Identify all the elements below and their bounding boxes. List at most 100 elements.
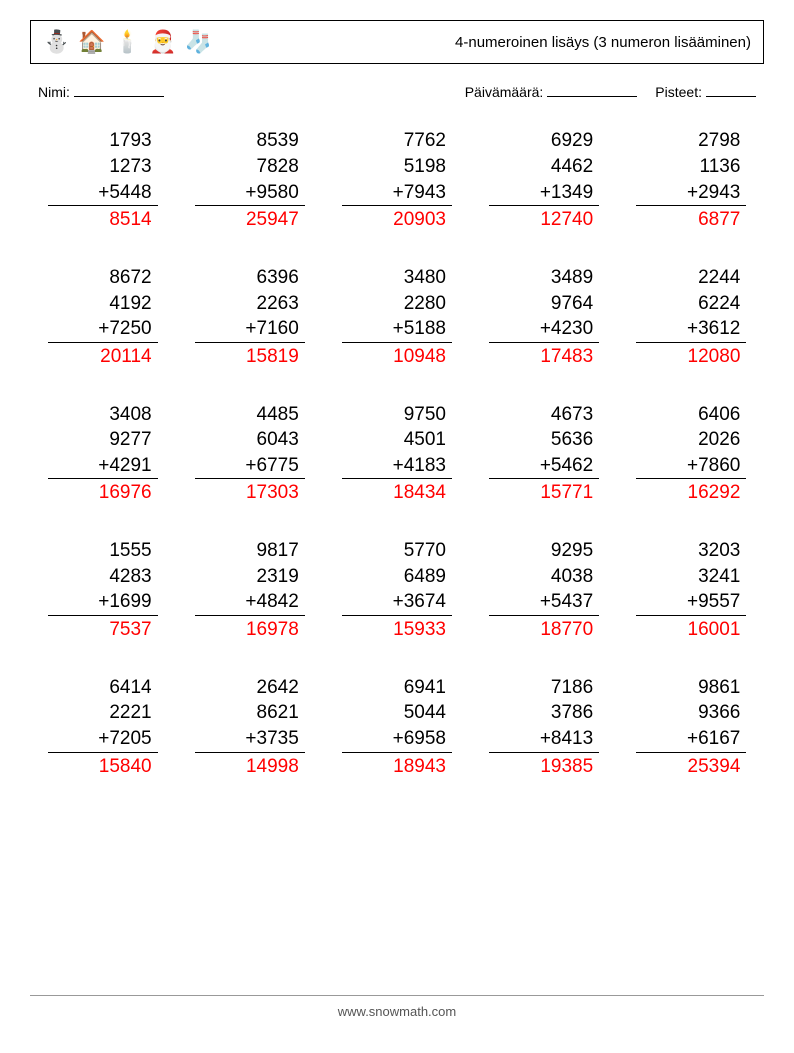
addend-3: +3612 — [636, 316, 746, 343]
problem: 64062026+786016292 — [636, 402, 746, 507]
addend-1: 6929 — [489, 128, 599, 154]
addend-2: 5044 — [342, 700, 452, 726]
addend-1: 2642 — [195, 675, 305, 701]
addend-1: 3203 — [636, 538, 746, 564]
addend-3: +5188 — [342, 316, 452, 343]
problem: 46735636+546215771 — [489, 402, 599, 507]
addend-3: +6958 — [342, 726, 452, 753]
problem: 98172319+484216978 — [195, 538, 305, 643]
score-blank[interactable] — [706, 82, 756, 97]
answer: 8514 — [48, 206, 158, 233]
addend-2: 2280 — [342, 291, 452, 317]
addend-3: +4183 — [342, 453, 452, 480]
answer: 25947 — [195, 206, 305, 233]
problem: 34802280+518810948 — [342, 265, 452, 370]
addend-2: 2263 — [195, 291, 305, 317]
addend-1: 7762 — [342, 128, 452, 154]
answer: 15933 — [342, 616, 452, 643]
addend-3: +9580 — [195, 180, 305, 207]
answer: 10948 — [342, 343, 452, 370]
addend-2: 4501 — [342, 427, 452, 453]
addend-1: 6396 — [195, 265, 305, 291]
problem: 86724192+725020114 — [48, 265, 158, 370]
addend-2: 2221 — [48, 700, 158, 726]
score-label: Pisteet: — [655, 84, 702, 100]
answer: 18943 — [342, 753, 452, 780]
addend-2: 4283 — [48, 564, 158, 590]
addend-3: +8413 — [489, 726, 599, 753]
problem: 22446224+361212080 — [636, 265, 746, 370]
addend-3: +6167 — [636, 726, 746, 753]
addend-2: 1273 — [48, 154, 158, 180]
header-icons: ⛄ 🏠 🕯️ 🎅 🧦 — [43, 29, 212, 55]
addend-1: 6414 — [48, 675, 158, 701]
addend-3: +4291 — [48, 453, 158, 480]
answer: 12740 — [489, 206, 599, 233]
addend-2: 8621 — [195, 700, 305, 726]
answer: 25394 — [636, 753, 746, 780]
problem: 15554283+16997537 — [48, 538, 158, 643]
addend-1: 9817 — [195, 538, 305, 564]
answer: 14998 — [195, 753, 305, 780]
addend-1: 6406 — [636, 402, 746, 428]
addend-3: +2943 — [636, 180, 746, 207]
addend-2: 3786 — [489, 700, 599, 726]
addend-3: +3674 — [342, 589, 452, 616]
answer: 16978 — [195, 616, 305, 643]
problem: 69294462+134912740 — [489, 128, 599, 233]
answer: 7537 — [48, 616, 158, 643]
addend-2: 6043 — [195, 427, 305, 453]
addend-2: 3241 — [636, 564, 746, 590]
addend-3: +1699 — [48, 589, 158, 616]
name-blank[interactable] — [74, 82, 164, 97]
addend-3: +4842 — [195, 589, 305, 616]
addend-1: 4485 — [195, 402, 305, 428]
addend-1: 9295 — [489, 538, 599, 564]
answer: 6877 — [636, 206, 746, 233]
addend-1: 8672 — [48, 265, 158, 291]
problem: 98619366+616725394 — [636, 675, 746, 780]
addend-2: 4462 — [489, 154, 599, 180]
problem: 34899764+423017483 — [489, 265, 599, 370]
addend-1: 1793 — [48, 128, 158, 154]
worksheet-title: 4-numeroinen lisäys (3 numeron lisäämine… — [455, 34, 751, 51]
footer: www.snowmath.com — [0, 995, 794, 1019]
addend-3: +7160 — [195, 316, 305, 343]
answer: 18770 — [489, 616, 599, 643]
addend-1: 6941 — [342, 675, 452, 701]
addend-2: 9764 — [489, 291, 599, 317]
addend-2: 4038 — [489, 564, 599, 590]
candle-icon: 🕯️ — [114, 29, 141, 55]
addend-1: 4673 — [489, 402, 599, 428]
addend-3: +7943 — [342, 180, 452, 207]
addend-2: 4192 — [48, 291, 158, 317]
addend-3: +5437 — [489, 589, 599, 616]
addend-1: 7186 — [489, 675, 599, 701]
addend-3: +6775 — [195, 453, 305, 480]
addend-3: +9557 — [636, 589, 746, 616]
problem: 63962263+716015819 — [195, 265, 305, 370]
problem: 85397828+958025947 — [195, 128, 305, 233]
problem: 26428621+373514998 — [195, 675, 305, 780]
problem: 69415044+695818943 — [342, 675, 452, 780]
addend-1: 1555 — [48, 538, 158, 564]
addend-2: 6224 — [636, 291, 746, 317]
answer: 16001 — [636, 616, 746, 643]
problem: 27981136+29436877 — [636, 128, 746, 233]
score-field: Pisteet: — [655, 82, 756, 100]
answer: 15771 — [489, 479, 599, 506]
addend-1: 3480 — [342, 265, 452, 291]
date-blank[interactable] — [547, 82, 637, 97]
problem: 34089277+429116976 — [48, 402, 158, 507]
addend-2: 9366 — [636, 700, 746, 726]
worksheet-header: ⛄ 🏠 🕯️ 🎅 🧦 4-numeroinen lisäys (3 numero… — [30, 20, 764, 64]
problem: 97504501+418318434 — [342, 402, 452, 507]
date-field: Päivämäärä: — [465, 82, 638, 100]
stocking-icon: 🧦 — [185, 29, 212, 55]
answer: 20903 — [342, 206, 452, 233]
date-label: Päivämäärä: — [465, 84, 544, 100]
addend-1: 9861 — [636, 675, 746, 701]
addend-1: 3489 — [489, 265, 599, 291]
addend-1: 8539 — [195, 128, 305, 154]
addend-3: +4230 — [489, 316, 599, 343]
